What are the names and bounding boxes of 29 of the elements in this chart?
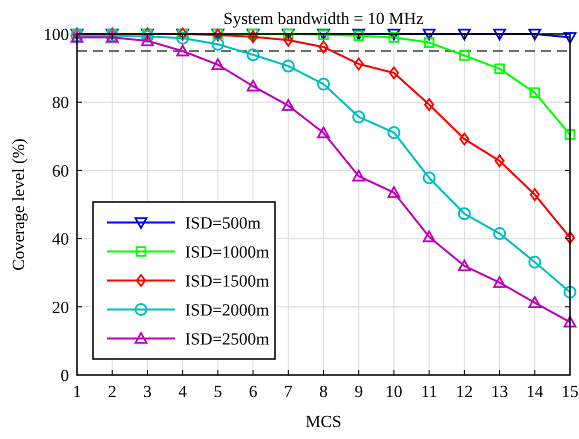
- x-tick-label: 7: [284, 382, 294, 401]
- legend-label: ISD=2500m: [185, 329, 270, 348]
- x-tick-label: 2: [108, 382, 116, 401]
- x-tick-label: 9: [354, 382, 363, 401]
- x-tick-label: 3: [143, 382, 152, 401]
- x-tick-label: 10: [385, 382, 402, 401]
- x-tick-label: 6: [248, 382, 258, 401]
- x-tick-label: 12: [456, 382, 473, 401]
- x-tick-label: 8: [319, 382, 328, 401]
- legend-label: ISD=2000m: [185, 300, 270, 320]
- y-tick-label: 100: [44, 24, 69, 44]
- x-tick-label: 4: [178, 382, 188, 401]
- x-tick-label: 14: [526, 382, 544, 401]
- y-axis-title: Coverage level (%): [9, 138, 28, 271]
- y-tick-label: 80: [52, 93, 69, 112]
- x-tick-label: 5: [214, 382, 222, 401]
- x-tick-label: 15: [562, 382, 578, 401]
- chart-title: System bandwidth = 10 MHz: [223, 9, 424, 28]
- x-axis-title: MCS: [306, 412, 342, 431]
- legend-label: ISD=1000m: [185, 242, 270, 262]
- x-tick-label: 13: [491, 382, 508, 401]
- legend-label: ISD=500m: [185, 213, 261, 232]
- y-tick-label: 20: [52, 298, 69, 317]
- y-tick-label: 0: [60, 366, 69, 385]
- y-tick-label: 60: [52, 161, 69, 180]
- y-tick-label: 40: [52, 230, 69, 249]
- legend-label: ISD=1500m: [185, 271, 270, 290]
- x-tick-label: 11: [420, 382, 438, 401]
- x-tick-label: 1: [72, 382, 82, 401]
